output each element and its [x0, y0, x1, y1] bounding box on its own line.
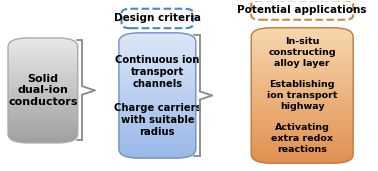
Text: Potential applications: Potential applications [237, 5, 367, 15]
Text: In-situ
constructing
alloy layer

Establishing
ion transport
highway

Activating: In-situ constructing alloy layer Establi… [267, 37, 338, 154]
Text: Solid
dual-ion
conductors: Solid dual-ion conductors [8, 74, 77, 107]
FancyBboxPatch shape [251, 0, 353, 20]
Text: Design criteria: Design criteria [114, 14, 201, 23]
FancyBboxPatch shape [122, 9, 193, 28]
Text: Continuous ion
transport
channels

Charge carriers
with suitable
radius: Continuous ion transport channels Charge… [114, 55, 201, 136]
